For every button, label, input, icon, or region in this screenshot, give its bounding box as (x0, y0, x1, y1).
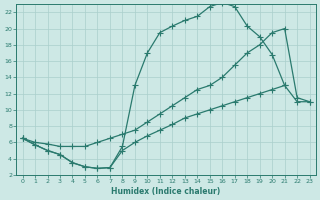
X-axis label: Humidex (Indice chaleur): Humidex (Indice chaleur) (111, 187, 221, 196)
